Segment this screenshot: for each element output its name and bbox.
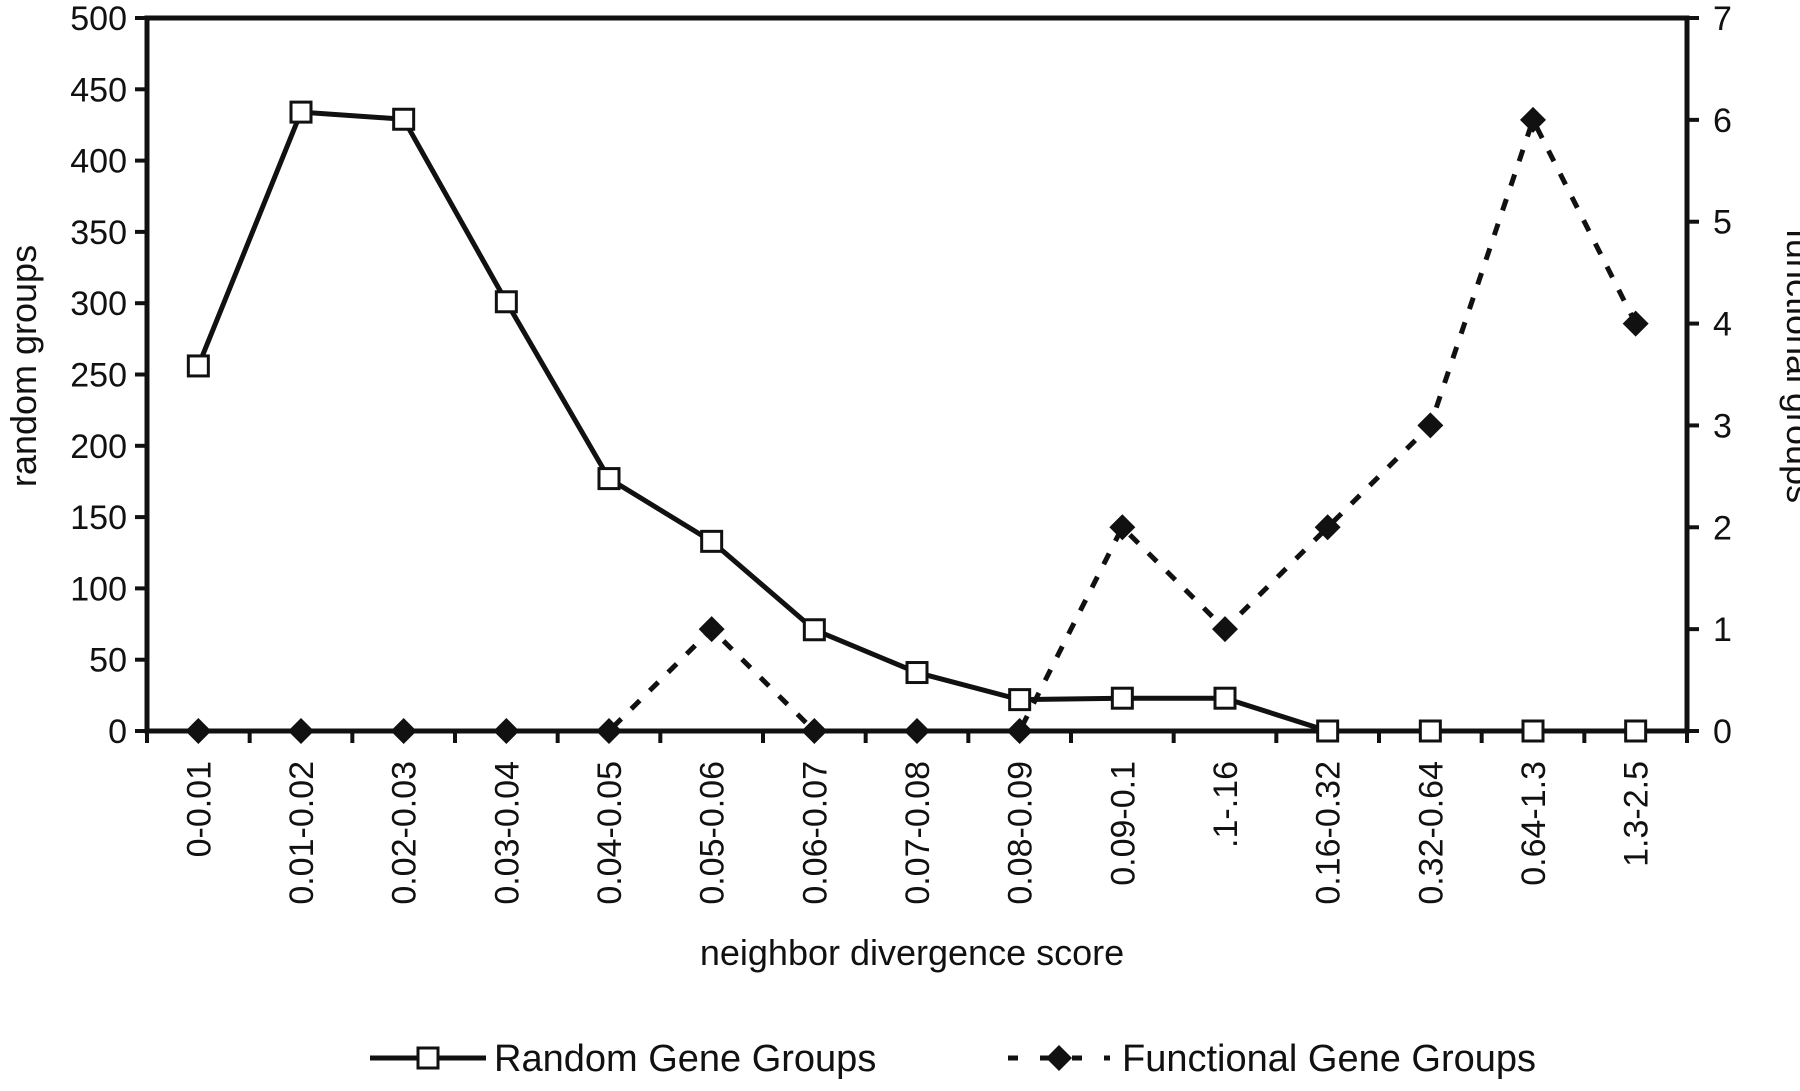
y-tick-label: 100 (70, 570, 127, 608)
x-tick-label: 0.08-0.09 (1002, 761, 1040, 905)
y-tick-label: 250 (70, 357, 127, 395)
y2-tick-label: 4 (1713, 306, 1732, 344)
right-axis-ticks: 0 1 2 3 4 5 6 7 (1687, 0, 1732, 751)
y2-tick-label: 6 (1713, 102, 1732, 140)
y-tick-label: 50 (89, 642, 127, 680)
data-point (597, 467, 621, 491)
legend: Random Gene Groups Functional Gene Group… (370, 1038, 1536, 1080)
y-tick-label: 0 (108, 713, 127, 751)
y2-tick-label: 7 (1713, 0, 1732, 38)
data-point (1622, 310, 1649, 337)
x-tick-label: 0-0.01 (180, 761, 218, 857)
y-tick-label: 500 (70, 0, 127, 38)
y-tick-label: 450 (70, 71, 127, 109)
y2-tick-label: 5 (1713, 204, 1732, 242)
y2-axis-title: functional groups (1779, 229, 1800, 503)
data-point (698, 616, 725, 643)
x-tick-label: 0.01-0.02 (283, 761, 321, 905)
data-point (1624, 719, 1648, 743)
series-line (198, 117, 1638, 734)
legend-functional-label: Functional Gene Groups (1122, 1038, 1536, 1080)
series-layer (185, 100, 1649, 744)
data-point (186, 354, 210, 378)
x-tick-label: 0.05-0.06 (694, 761, 732, 905)
data-point (1212, 616, 1238, 643)
data-point (1006, 718, 1033, 744)
legend-item-random: Random Gene Groups (370, 1038, 876, 1080)
data-point (596, 718, 622, 744)
data-point (185, 718, 212, 744)
data-point (288, 718, 314, 744)
legend-random-marker (416, 1046, 440, 1070)
data-point (1316, 719, 1340, 743)
y-tick-label: 200 (70, 428, 127, 466)
data-point (1008, 688, 1032, 712)
x-tick-label: 0.32-0.64 (1412, 761, 1450, 905)
y2-tick-label: 1 (1713, 611, 1732, 649)
x-axis-title: neighbor divergence score (700, 932, 1124, 973)
data-point (1110, 686, 1134, 710)
y2-tick-label: 3 (1713, 407, 1732, 445)
y-axis-title: random groups (3, 245, 44, 487)
data-point (494, 290, 518, 314)
x-tick-label: 1.3-2.5 (1618, 761, 1656, 867)
data-point (493, 718, 520, 744)
data-point (1213, 686, 1237, 710)
x-tick-label: 0.03-0.04 (488, 761, 526, 905)
x-tick-label: 0.09-0.1 (1104, 761, 1142, 886)
series-functional (185, 106, 1649, 744)
data-point (700, 529, 724, 553)
data-point (289, 100, 313, 124)
x-axis-ticks: 0-0.01 0.01-0.02 0.02-0.03 0.03-0.04 0.04-0.… (145, 731, 1689, 905)
data-point (390, 718, 417, 744)
x-tick-label: .1-.16 (1207, 761, 1245, 848)
x-tick-label: 0.06-0.07 (796, 761, 834, 905)
y-tick-label: 150 (70, 499, 127, 537)
data-point (801, 718, 828, 744)
data-point (1417, 412, 1444, 439)
data-point (392, 107, 416, 131)
data-point (1109, 514, 1136, 541)
x-tick-label: 0.04-0.05 (591, 761, 629, 905)
y-tick-label: 350 (70, 214, 127, 252)
y2-tick-label: 0 (1713, 713, 1732, 751)
legend-functional-marker (1046, 1045, 1072, 1071)
y-tick-label: 300 (70, 285, 127, 323)
data-point (905, 661, 929, 685)
data-point (1521, 719, 1545, 743)
data-point (802, 618, 826, 642)
data-point (1520, 106, 1546, 133)
x-tick-label: 0.02-0.03 (386, 761, 424, 905)
data-point (1314, 514, 1341, 541)
data-point (1418, 719, 1442, 743)
x-tick-label: 0.64-1.3 (1515, 761, 1553, 886)
series-random (186, 100, 1648, 743)
legend-random-label: Random Gene Groups (494, 1038, 876, 1080)
y2-tick-label: 2 (1713, 509, 1732, 547)
data-point (904, 718, 930, 744)
x-tick-label: 0.07-0.08 (899, 761, 937, 905)
legend-item-functional: Functional Gene Groups (1008, 1038, 1536, 1080)
left-axis-ticks: 0 50 100 150 200 250 300 350 400 450 500 (70, 0, 147, 751)
y-tick-label: 400 (70, 143, 127, 181)
x-tick-label: 0.16-0.32 (1310, 761, 1348, 905)
